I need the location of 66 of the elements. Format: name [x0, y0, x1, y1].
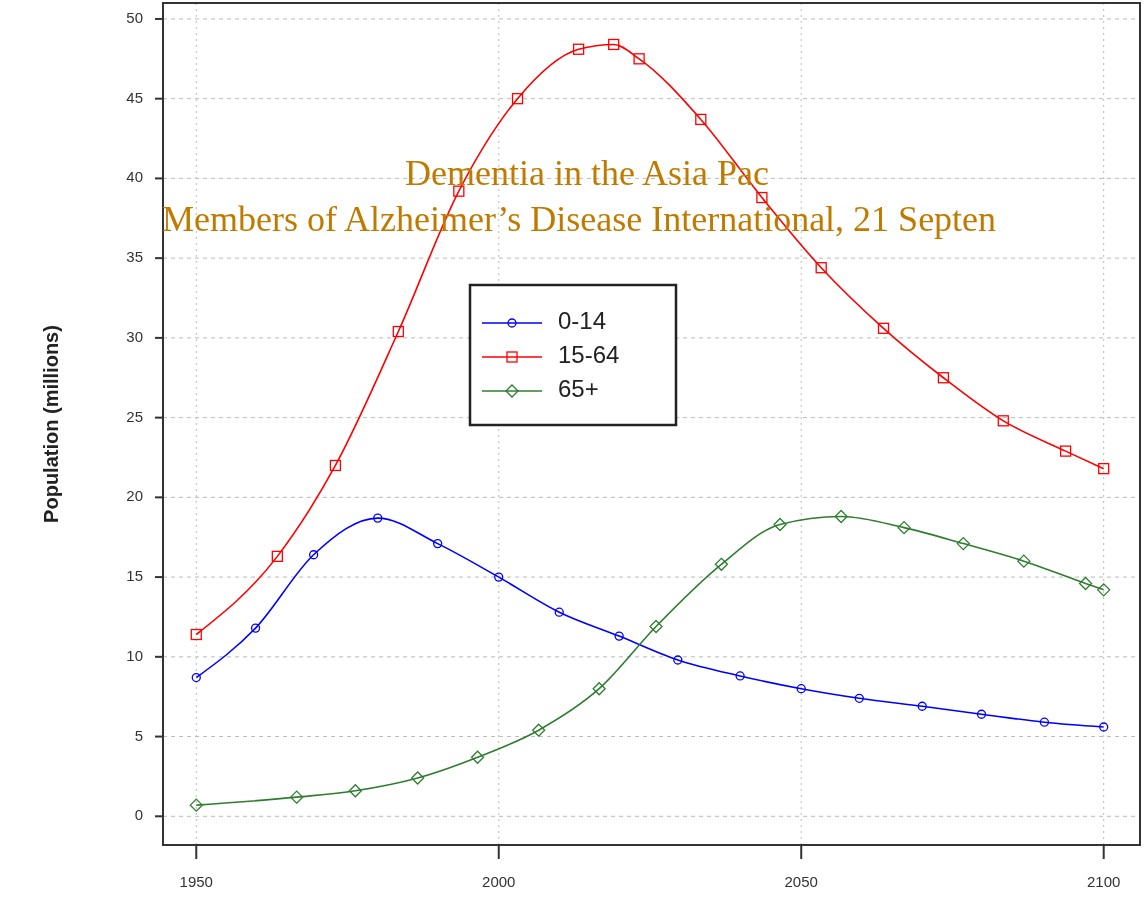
point	[877, 322, 890, 334]
point	[997, 415, 1009, 427]
point	[373, 513, 383, 523]
y-tick-label: 5	[134, 726, 143, 744]
point	[608, 38, 620, 51]
y-tick-label: 20	[126, 487, 143, 505]
point	[1017, 554, 1031, 568]
y-axis-title: Population (millions)	[40, 325, 62, 523]
point	[554, 607, 564, 617]
point	[714, 557, 729, 571]
point	[308, 550, 319, 560]
point	[191, 672, 201, 683]
point	[1098, 463, 1110, 475]
point	[411, 771, 425, 785]
point	[834, 509, 848, 524]
point	[592, 682, 606, 696]
point	[1097, 583, 1111, 597]
y-tick-label: 10	[126, 646, 143, 664]
x-tick-label: 1950	[179, 873, 213, 890]
point	[633, 53, 645, 65]
y-tick-label: 0	[134, 806, 143, 824]
y-tick-label: 35	[126, 248, 143, 266]
legend-label: 65+	[558, 375, 599, 403]
point	[735, 671, 745, 681]
point	[614, 631, 624, 641]
point	[649, 619, 663, 634]
point	[897, 521, 911, 535]
point	[815, 262, 827, 274]
point	[329, 459, 342, 472]
y-tick-label: 40	[126, 168, 143, 186]
y-tick-label: 50	[126, 8, 143, 26]
point	[532, 723, 546, 737]
point	[956, 536, 970, 551]
point	[572, 43, 585, 55]
point	[1059, 445, 1072, 457]
x-tick-label: 2100	[1087, 873, 1121, 890]
x-tick-label: 2000	[482, 873, 516, 890]
point	[190, 628, 202, 641]
point	[695, 113, 707, 126]
point	[1078, 576, 1093, 591]
point	[673, 655, 683, 665]
point	[1099, 722, 1109, 732]
point	[917, 701, 927, 711]
point	[511, 93, 524, 105]
point	[348, 784, 363, 798]
point	[1039, 717, 1050, 727]
y-tick-label: 30	[126, 327, 143, 345]
legend-label: 15-64	[558, 341, 620, 369]
y-tick-label: 25	[126, 407, 143, 425]
point	[470, 750, 485, 764]
point	[271, 550, 283, 563]
point	[773, 517, 787, 532]
point	[937, 372, 950, 384]
y-tick-label: 45	[126, 88, 143, 106]
point	[854, 693, 864, 703]
point	[189, 798, 203, 812]
point	[392, 325, 404, 338]
point	[494, 572, 504, 582]
y-tick-label: 15	[126, 567, 143, 585]
point	[290, 790, 304, 804]
point	[796, 684, 806, 694]
point	[433, 538, 443, 549]
point	[976, 709, 987, 719]
x-tick-label: 2050	[784, 873, 818, 890]
point	[250, 623, 261, 633]
legend-label: 0-14	[558, 307, 607, 335]
